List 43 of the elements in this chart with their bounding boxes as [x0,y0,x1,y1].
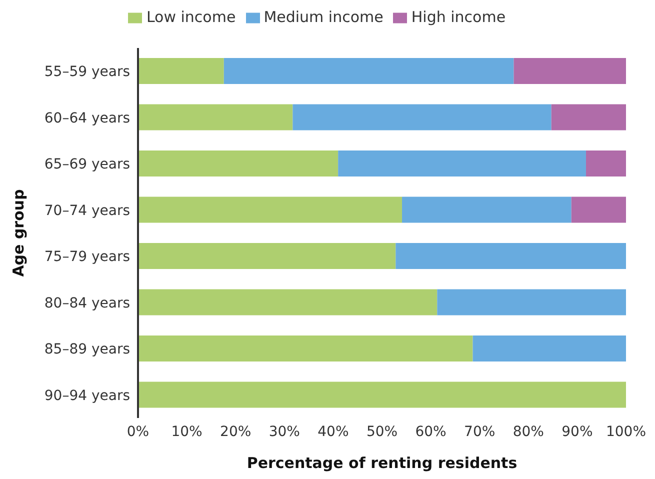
x-tick-label: 90% [562,424,593,440]
x-tick-label: 0% [126,424,150,440]
bar [396,243,626,269]
y-tick-label: 55–59 years [44,64,130,80]
bar [138,104,293,130]
legend-label: High income [411,8,506,26]
x-tick-label: 60% [415,424,446,440]
x-tick-label: 10% [171,424,202,440]
bar [224,58,514,84]
bar [138,58,224,84]
bar [138,150,338,176]
bar [402,196,572,223]
x-tick-label: 100% [606,424,646,440]
bar [586,150,626,176]
y-tick-label: 65–69 years [44,156,130,173]
y-tick-label: 85–89 years [44,342,130,358]
y-tick-label: 70–74 years [44,202,130,219]
x-axis-title: Percentage of renting residents [246,454,518,472]
bar [437,289,626,316]
x-tick-label: 30% [268,424,300,440]
bar [138,243,396,269]
y-axis-title: Age group [9,188,28,277]
bar [292,104,552,130]
bar [551,104,626,130]
x-tick-label: 50% [366,424,398,440]
x-tick-label: 20% [220,424,252,440]
bar [571,196,626,223]
legend-label: Medium income [264,8,384,26]
y-tick-label: 60–64 years [44,110,130,126]
legend-label: Low income [146,8,236,26]
y-tick-label: 90–94 years [44,388,130,404]
y-tick-label: 80–84 years [44,295,130,312]
bar [138,196,402,223]
x-tick-label: 70% [464,424,496,440]
y-tick-label: 75–79 years [44,249,130,266]
x-tick-label: 80% [512,424,544,440]
bar [138,289,438,316]
bar [138,336,473,362]
bar [514,58,626,84]
bar [472,336,626,362]
x-tick-label: 40% [318,424,349,440]
bar [338,150,586,176]
bar [138,382,626,408]
